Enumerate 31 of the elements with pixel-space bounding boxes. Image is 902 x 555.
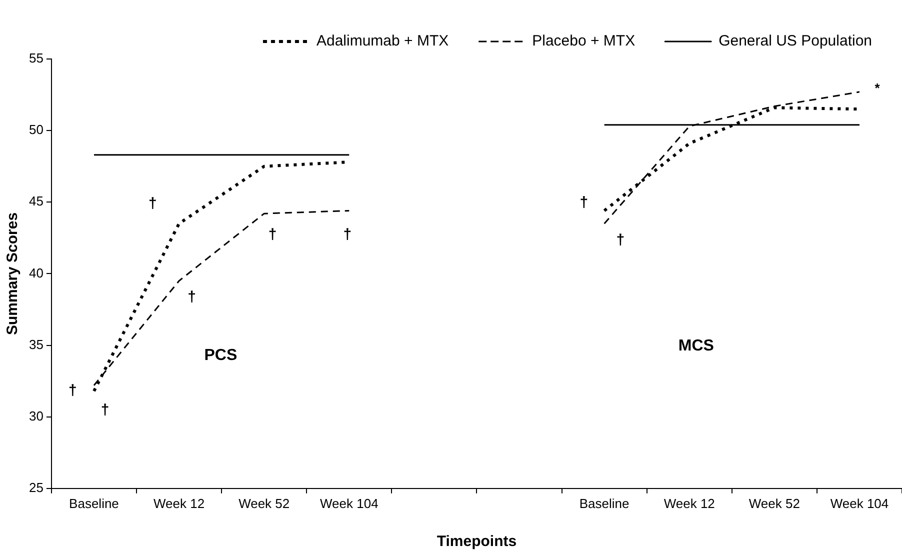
annotation: †: [343, 226, 352, 243]
y-axis-title: Summary Scores: [4, 212, 22, 335]
annotation: †: [580, 194, 588, 211]
annotation: PCS: [204, 347, 238, 364]
x-tick-label: Week 104: [320, 496, 378, 511]
annotation: *: [874, 80, 881, 96]
annotation: †: [268, 226, 277, 243]
legend-label: Adalimumab + MTX: [316, 32, 449, 50]
x-tick-label: Week 12: [664, 496, 715, 511]
annotation: †: [148, 194, 157, 212]
x-tick-label: Week 52: [748, 496, 800, 511]
y-tick-label: 30: [28, 408, 44, 424]
legend-label: Placebo + MTX: [532, 32, 636, 50]
y-tick-label: 35: [28, 336, 44, 352]
y-tick-label: 45: [28, 194, 44, 209]
y-tick-label: 50: [28, 122, 44, 138]
x-tick-label: Week 12: [154, 496, 205, 511]
y-tick-label: 55: [28, 50, 44, 66]
annotation: †: [616, 231, 625, 248]
x-tick-label: Week 52: [238, 496, 290, 511]
x-tick-label: Week 104: [830, 496, 889, 511]
x-axis-title: Timepoints: [436, 533, 517, 550]
y-tick-label: 25: [28, 480, 44, 495]
y-tick-label: 40: [28, 265, 44, 280]
x-tick-label: Baseline: [69, 496, 119, 511]
annotation: †: [188, 288, 196, 306]
annotation: †: [68, 382, 77, 400]
legend-label: General US Population: [718, 32, 872, 50]
annotation: †: [100, 401, 110, 418]
annotation: MCS: [678, 338, 714, 355]
x-tick-label: Baseline: [579, 496, 630, 511]
